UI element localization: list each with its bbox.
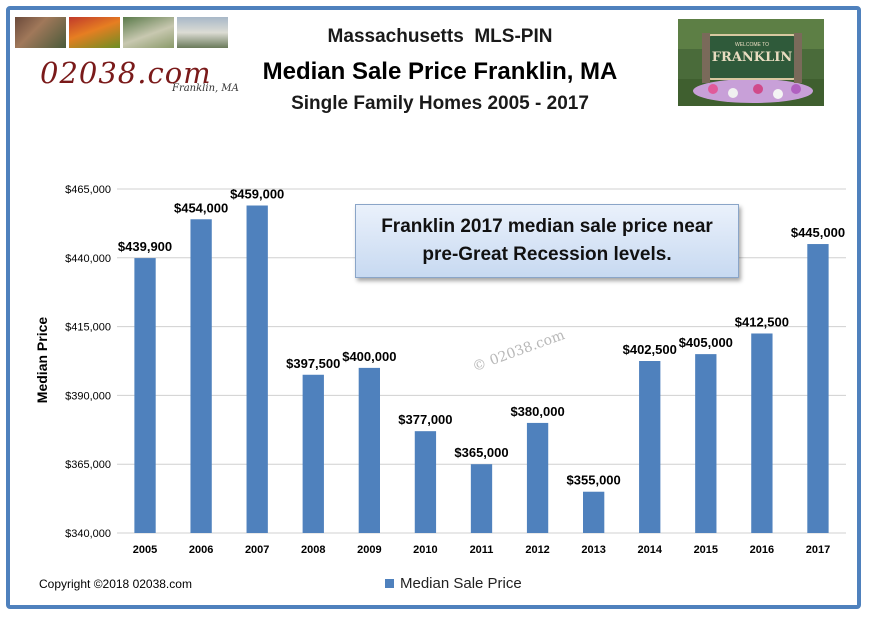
data-label-2016: $412,500 <box>735 314 789 329</box>
data-label-2009: $400,000 <box>342 349 396 364</box>
x-tick-label: 2012 <box>525 544 549 556</box>
data-label-2007: $459,000 <box>230 187 284 202</box>
site-logo: 02038.com <box>40 56 212 90</box>
photo-statue <box>177 17 228 48</box>
x-tick-label: 2014 <box>637 544 662 556</box>
x-tick-label: 2007 <box>245 544 269 556</box>
data-label-2012: $380,000 <box>510 404 564 419</box>
bar-2009 <box>358 367 381 533</box>
legend-label: Median Sale Price <box>400 575 522 592</box>
x-axis-ticks: 2005 2006 2007 2008 2009 2010 2011 2012 2013 2014… <box>133 544 830 556</box>
x-tick-label: 2009 <box>357 544 381 556</box>
watermark: © 02038.com <box>470 327 567 375</box>
x-tick-label: 2017 <box>806 544 830 556</box>
site-logo-subtext: Franklin, MA <box>172 83 239 94</box>
bar-2012 <box>526 422 549 533</box>
photo-house <box>15 17 66 48</box>
bar-2010 <box>414 431 437 533</box>
data-label-2006: $454,000 <box>174 200 228 215</box>
annotation-callout: Franklin 2017 median sale price near pre… <box>355 204 739 278</box>
header: 02038.com Franklin, MA Massachusetts MLS… <box>0 0 875 130</box>
bar-2008 <box>302 374 324 533</box>
bars <box>134 205 829 534</box>
legend-swatch <box>385 579 394 588</box>
y-axis-ticks: $340,000 $365,000 $390,000 $415,000 $440,000… <box>65 184 111 540</box>
bar-2017 <box>807 244 829 534</box>
data-label-2014: $402,500 <box>623 342 677 357</box>
y-tick-label: $465,000 <box>65 184 111 196</box>
data-label-2005: $439,900 <box>118 239 172 254</box>
data-label-2008: $397,500 <box>286 356 340 371</box>
x-tick-label: 2006 <box>189 544 213 556</box>
bar-2014 <box>639 361 661 533</box>
data-label-2011: $365,000 <box>454 445 508 460</box>
chart-title: Median Sale Price Franklin, MA <box>262 58 618 85</box>
copyright-text: Copyright ©2018 02038.com <box>39 577 192 591</box>
bar-2015 <box>695 354 717 533</box>
y-axis-label: Median Price <box>34 317 50 404</box>
x-tick-label: 2016 <box>750 544 774 556</box>
y-tick-label: $440,000 <box>65 253 111 265</box>
x-tick-label: 2011 <box>470 544 494 556</box>
y-tick-label: $365,000 <box>65 459 111 471</box>
photo-strip <box>15 17 228 48</box>
photo-street <box>123 17 174 48</box>
bar-2016 <box>751 333 773 533</box>
y-tick-label: $415,000 <box>65 322 111 334</box>
data-label-2013: $355,000 <box>567 473 621 488</box>
x-tick-label: 2015 <box>694 544 718 556</box>
title-line-1: Massachusetts MLS-PIN <box>327 26 553 47</box>
data-labels: $439,900 $454,000$459,000 $397,500 $400,000… <box>118 187 845 488</box>
x-tick-label: 2005 <box>133 544 157 556</box>
x-tick-label: 2008 <box>301 544 325 556</box>
x-tick-label: 2013 <box>581 544 605 556</box>
data-label-2015: $405,000 <box>679 335 733 350</box>
x-tick-label: 2010 <box>413 544 437 556</box>
bar-2007 <box>246 205 268 533</box>
bar-2011 <box>470 464 493 533</box>
data-label-2010: $377,000 <box>398 412 452 427</box>
photo-autumn-tree <box>69 17 120 48</box>
bar-2013 <box>582 491 605 533</box>
sign-main-text: FRANKLIN <box>712 50 793 65</box>
chart-subtitle: Single Family Homes 2005 - 2017 <box>291 93 589 114</box>
y-tick-label: $340,000 <box>65 528 111 540</box>
sign-top-text: WELCOME TO <box>735 42 769 48</box>
franklin-sign-photo: WELCOME TO FRANKLIN <box>678 19 824 106</box>
y-tick-label: $390,000 <box>65 390 111 402</box>
bar-2005 <box>134 258 156 533</box>
data-label-2017: $445,000 <box>791 225 845 240</box>
legend: Median Sale Price <box>385 575 522 592</box>
bar-2006 <box>190 219 212 533</box>
